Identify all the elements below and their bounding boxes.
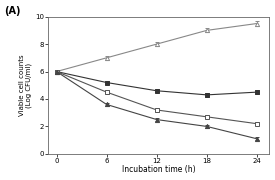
X-axis label: Incubation time (h): Incubation time (h) bbox=[122, 165, 196, 174]
Text: (A): (A) bbox=[4, 6, 20, 16]
Y-axis label: Viable cell counts
(Log CFU/ml): Viable cell counts (Log CFU/ml) bbox=[19, 55, 32, 116]
